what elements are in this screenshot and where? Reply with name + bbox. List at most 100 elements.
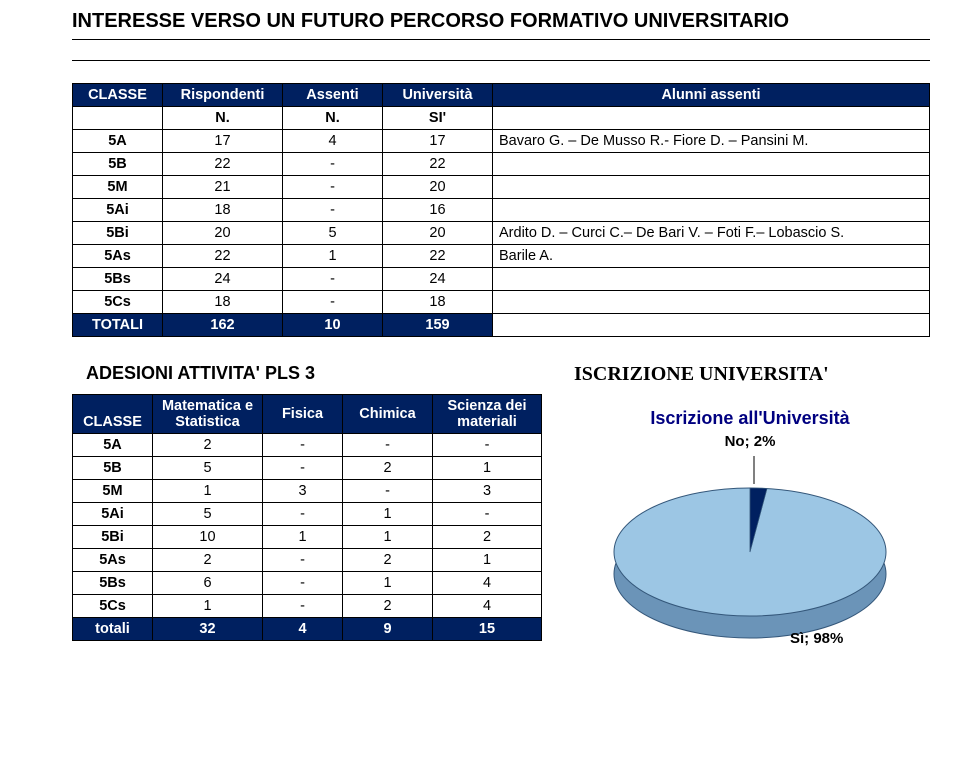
pie-svg [590, 456, 910, 656]
cell-mat: 5 [153, 503, 263, 526]
table1-total-risp: 162 [163, 314, 283, 337]
table1-total-label: TOTALI [73, 314, 163, 337]
iscrizione-column: ISCRIZIONE UNIVERSITA' Iscrizione all'Un… [570, 363, 930, 656]
table2-total-fis: 4 [263, 618, 343, 641]
cell-classe: 5B [73, 153, 163, 176]
iscrizione-section-title: ISCRIZIONE UNIVERSITA' [570, 363, 930, 408]
table1-h4: Alunni assenti [493, 84, 930, 107]
cell-uni: 22 [383, 153, 493, 176]
cell-classe: 5Bs [73, 268, 163, 291]
table1-sh4 [493, 107, 930, 130]
cell-uni: 17 [383, 130, 493, 153]
cell-uni: 16 [383, 199, 493, 222]
table-row: 5Cs18-18 [73, 291, 930, 314]
table-row: 5Bs6-14 [73, 572, 542, 595]
cell-alunni [493, 153, 930, 176]
cell-fis: - [263, 457, 343, 480]
pie-si-label: Sì; 98% [790, 630, 843, 647]
table-row: 5Bi20520Ardito D. – Curci C.– De Bari V.… [73, 222, 930, 245]
cell-alunni [493, 199, 930, 222]
table2-h3: Chimica [343, 395, 433, 434]
table2: CLASSE Matematica e Statistica Fisica Ch… [72, 394, 542, 641]
table-row: 5A2--- [73, 434, 542, 457]
cell-classe: 5A [73, 130, 163, 153]
table-row: 5Bs24-24 [73, 268, 930, 291]
table-row: 5A17417Bavaro G. – De Musso R.- Fiore D.… [73, 130, 930, 153]
cell-sci: - [433, 434, 542, 457]
table1-h3: Università [383, 84, 493, 107]
cell-alunni: Barile A. [493, 245, 930, 268]
cell-alunni: Ardito D. – Curci C.– De Bari V. – Foti … [493, 222, 930, 245]
cell-alunni [493, 291, 930, 314]
cell-ass: 4 [283, 130, 383, 153]
pie-chart: Sì; 98% [590, 456, 910, 656]
cell-sci: 2 [433, 526, 542, 549]
cell-uni: 18 [383, 291, 493, 314]
table1-subheader-row: N. N. SI' [73, 107, 930, 130]
cell-classe: 5As [73, 245, 163, 268]
table-row: 5M13-3 [73, 480, 542, 503]
cell-risp: 18 [163, 291, 283, 314]
cell-uni: 20 [383, 222, 493, 245]
table2-total-chi: 9 [343, 618, 433, 641]
cell-classe: 5A [73, 434, 153, 457]
cell-chi: 2 [343, 457, 433, 480]
cell-fis: - [263, 595, 343, 618]
cell-ass: - [283, 199, 383, 222]
cell-classe: 5Bs [73, 572, 153, 595]
cell-ass: - [283, 268, 383, 291]
table1: CLASSE Rispondenti Assenti Università Al… [72, 83, 930, 337]
cell-alunni [493, 176, 930, 199]
cell-mat: 6 [153, 572, 263, 595]
cell-fis: 1 [263, 526, 343, 549]
table1-sh1: N. [163, 107, 283, 130]
cell-risp: 17 [163, 130, 283, 153]
table1-sh0 [73, 107, 163, 130]
table1-total-blank [493, 314, 930, 337]
table1-header-row: CLASSE Rispondenti Assenti Università Al… [73, 84, 930, 107]
cell-ass: - [283, 153, 383, 176]
table2-total-mat: 32 [153, 618, 263, 641]
table-row: 5Ai18-16 [73, 199, 930, 222]
cell-uni: 22 [383, 245, 493, 268]
cell-classe: 5Ai [73, 199, 163, 222]
cell-risp: 22 [163, 153, 283, 176]
cell-sci: 4 [433, 595, 542, 618]
table2-total-row: totali 32 4 9 15 [73, 618, 542, 641]
table1-total-ass: 10 [283, 314, 383, 337]
table1-h0: CLASSE [73, 84, 163, 107]
cell-mat: 2 [153, 434, 263, 457]
cell-classe: 5Cs [73, 595, 153, 618]
cell-classe: 5Cs [73, 291, 163, 314]
cell-ass: - [283, 291, 383, 314]
cell-risp: 21 [163, 176, 283, 199]
cell-alunni [493, 268, 930, 291]
cell-mat: 5 [153, 457, 263, 480]
lower-section: ADESIONI ATTIVITA' PLS 3 CLASSE Matemati… [0, 337, 960, 656]
table2-total-sci: 15 [433, 618, 542, 641]
table-row: 5B22-22 [73, 153, 930, 176]
cell-chi: 2 [343, 595, 433, 618]
table2-h1: Matematica e Statistica [153, 395, 263, 434]
cell-risp: 18 [163, 199, 283, 222]
cell-risp: 24 [163, 268, 283, 291]
table-row: 5Bi10112 [73, 526, 542, 549]
table1-sh3: SI' [383, 107, 493, 130]
adesioni-column: ADESIONI ATTIVITA' PLS 3 CLASSE Matemati… [72, 363, 542, 656]
pie-chart-title: Iscrizione all'Università [570, 408, 930, 429]
cell-mat: 2 [153, 549, 263, 572]
cell-classe: 5M [73, 176, 163, 199]
cell-fis: - [263, 549, 343, 572]
pie-no-label: No; 2% [570, 433, 930, 450]
table-row: 5As2-21 [73, 549, 542, 572]
cell-risp: 22 [163, 245, 283, 268]
cell-sci: 3 [433, 480, 542, 503]
table2-header-row: CLASSE Matematica e Statistica Fisica Ch… [73, 395, 542, 434]
cell-classe: 5Ai [73, 503, 153, 526]
cell-sci: 1 [433, 549, 542, 572]
table1-container: CLASSE Rispondenti Assenti Università Al… [0, 61, 960, 337]
cell-mat: 10 [153, 526, 263, 549]
cell-ass: 1 [283, 245, 383, 268]
table-row: 5M21-20 [73, 176, 930, 199]
cell-classe: 5B [73, 457, 153, 480]
